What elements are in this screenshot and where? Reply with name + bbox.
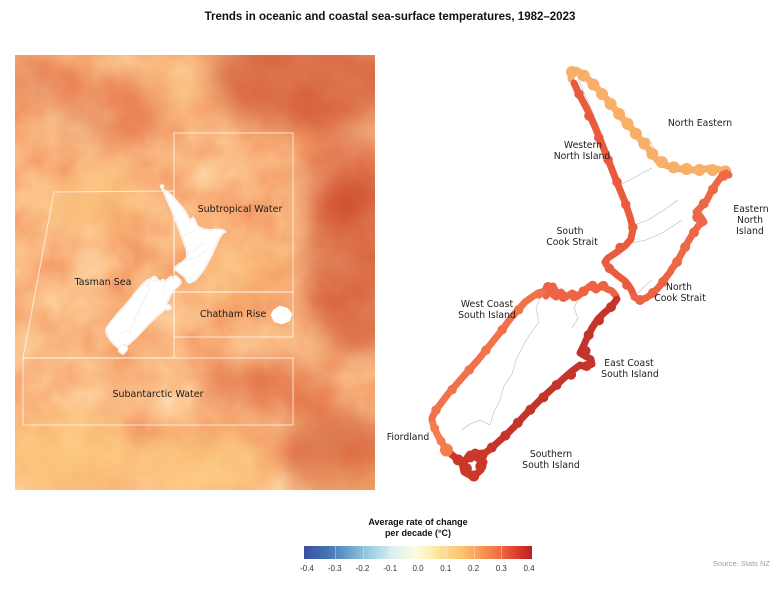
colorbar-tick-mark bbox=[390, 546, 391, 559]
colorbar-tick-mark bbox=[474, 546, 475, 559]
colorbar-tick-mark bbox=[501, 546, 502, 559]
label-east-coast-south-island: East Coast bbox=[604, 358, 654, 369]
colorbar bbox=[304, 546, 532, 559]
tasman-sea-boundary bbox=[22, 190, 175, 359]
label-southern-south-island: Southern bbox=[530, 449, 572, 460]
svg-text:South Island: South Island bbox=[458, 310, 516, 321]
svg-text:Cook Strait: Cook Strait bbox=[546, 237, 598, 248]
label-western-north-island: Western bbox=[564, 140, 602, 151]
oceanic-map: Subtropical Water Tasman Sea Chatham Ris… bbox=[15, 55, 375, 490]
nz-landmass-small bbox=[105, 184, 293, 355]
colorbar-tick-mark bbox=[446, 546, 447, 559]
figure-title: Trends in oceanic and coastal sea-surfac… bbox=[204, 11, 576, 23]
legend-title: Average rate of change per decade (°C) bbox=[368, 517, 468, 538]
label-chatham-rise: Chatham Rise bbox=[200, 309, 267, 320]
label-west-coast-south-island: West Coast bbox=[461, 299, 514, 310]
colorbar-tick-mark bbox=[335, 546, 336, 559]
colorbar-tick-labels: -0.4 -0.3 -0.2 -0.1 0.0 0.1 0.2 0.3 0.4 bbox=[300, 564, 535, 573]
label-fiordland: Fiordland bbox=[387, 432, 430, 443]
label-subantarctic-water: Subantarctic Water bbox=[112, 389, 203, 400]
offshore-island-dot bbox=[159, 184, 165, 189]
segment-eastern-north-island bbox=[667, 168, 733, 274]
segment-fiordland bbox=[428, 416, 453, 457]
fiordland-end-dot bbox=[440, 443, 453, 457]
coastal-map: North Eastern Western North Island Easte… bbox=[387, 66, 769, 483]
label-tasman-sea: Tasman Sea bbox=[74, 277, 132, 288]
segment-western-north-island bbox=[570, 79, 638, 300]
svg-text:South Island: South Island bbox=[601, 369, 659, 380]
svg-text:Cook Strait: Cook Strait bbox=[654, 293, 706, 304]
colorbar-tick-mark bbox=[363, 546, 364, 559]
segment-southern-south-island bbox=[443, 446, 493, 483]
label-north-cook-strait: North bbox=[666, 282, 692, 293]
svg-text:North: North bbox=[737, 215, 763, 226]
svg-text:South Island: South Island bbox=[522, 460, 580, 471]
segment-north-cook-strait bbox=[630, 266, 676, 305]
chatham-islands bbox=[270, 305, 293, 325]
source-attribution: Source: Stats NZ bbox=[712, 559, 770, 568]
segment-west-coast-south-island bbox=[428, 287, 547, 422]
segment-south-cook-strait bbox=[540, 280, 620, 302]
svg-text:Island: Island bbox=[736, 226, 764, 237]
coastal-labels: North Eastern Western North Island Easte… bbox=[387, 118, 769, 471]
label-eastern-north-island: Eastern bbox=[733, 204, 768, 215]
segment-north-eastern bbox=[566, 66, 733, 178]
label-south-cook-strait: South bbox=[556, 226, 583, 237]
segment-east-coast-south-island bbox=[484, 295, 621, 455]
svg-text:North Island: North Island bbox=[554, 151, 611, 162]
label-north-eastern: North Eastern bbox=[668, 118, 732, 129]
sst-heatmap-raster bbox=[15, 55, 375, 490]
label-subtropical-water: Subtropical Water bbox=[198, 204, 283, 215]
nz-landmass-large bbox=[430, 67, 729, 478]
colorbar-tick-mark bbox=[418, 546, 419, 559]
